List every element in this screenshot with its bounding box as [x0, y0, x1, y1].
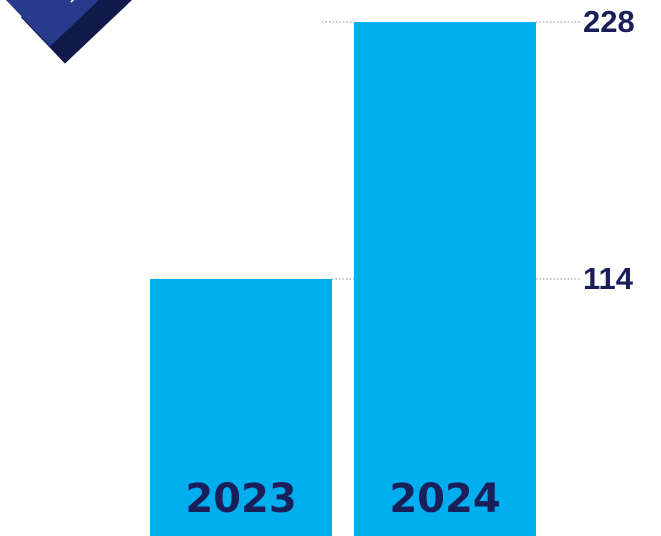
value-label-114: 114 — [583, 261, 634, 296]
growth-arrow-face — [6, 0, 348, 47]
category-label-2023: 2023 — [185, 476, 296, 522]
category-label-2024: 2024 — [389, 476, 500, 522]
growth-arrow-body: 100% GROWTH — [6, 0, 348, 47]
bar-2023 — [150, 279, 332, 536]
value-label-228: 228 — [583, 4, 635, 39]
bar-2024 — [354, 22, 536, 536]
